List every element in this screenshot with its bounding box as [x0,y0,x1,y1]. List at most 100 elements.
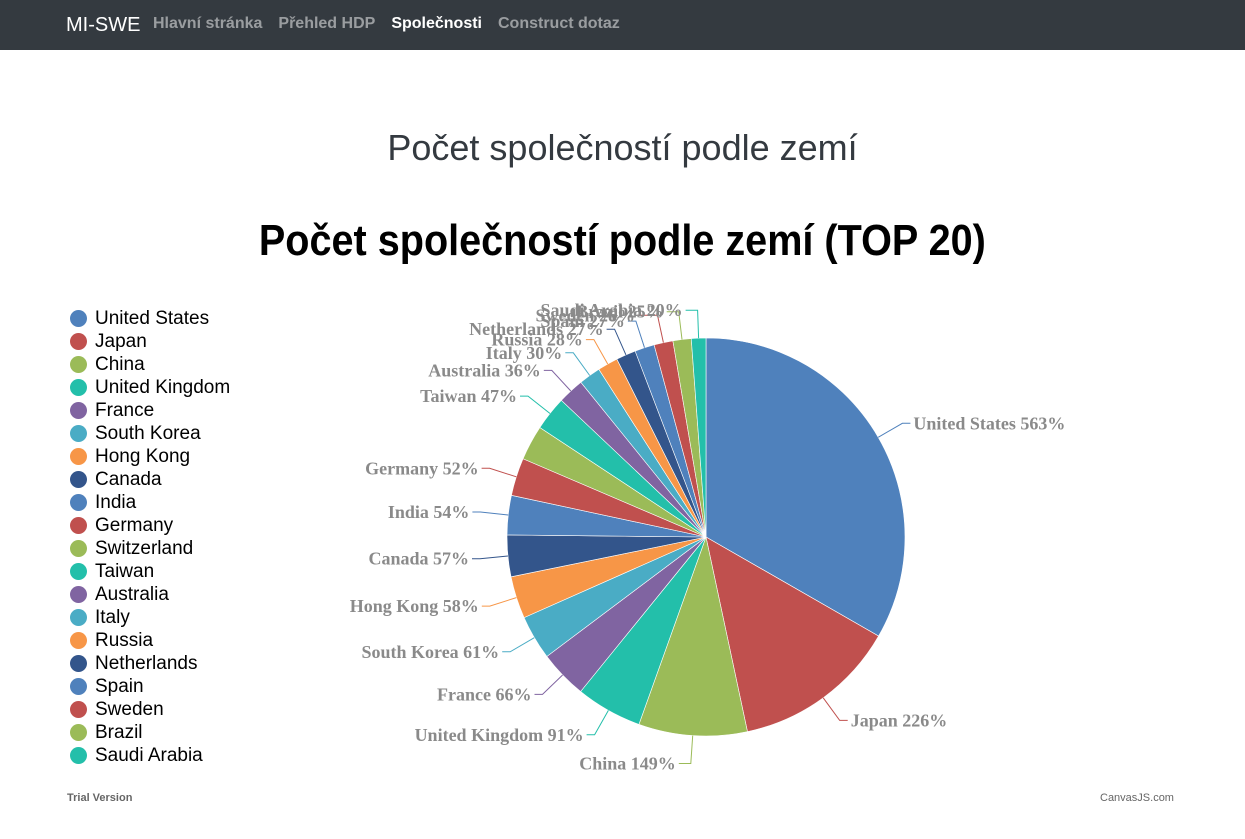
legend-marker [70,563,87,580]
legend-marker [70,494,87,511]
legend-label: Germany [95,515,174,536]
pie-label-connector [565,352,591,376]
pie-label-connector [822,697,848,721]
pie-label-connector [678,735,694,764]
pie-slice-label: Japan 226% [851,710,948,730]
pie-label-connector [543,369,572,392]
legend-label: Russia [95,630,154,651]
chart-title: Počet společností podle zemí (TOP 20) [258,216,986,265]
legend-marker [70,471,87,488]
pie-slice-label: Italy 30% [486,343,563,363]
pie-label-connector [481,467,517,478]
legend-item[interactable]: India [70,491,230,514]
legend-label: South Korea [95,423,201,444]
nav-link-home[interactable]: Hlavní stránka [153,15,263,32]
legend-marker [70,425,87,442]
pie-slice[interactable] [705,536,879,732]
legend-label: Switzerland [95,538,194,559]
pie-slice-label: South Korea 61% [362,642,500,662]
legend-marker [70,632,87,649]
trial-version-label: Trial Version [67,792,133,804]
legend-marker [70,402,87,419]
chart-legend: United States Japan China United Kingdom Fra… [70,307,230,767]
pie-slice-label: Russia 28% [491,330,583,350]
legend-label: Netherlands [95,653,198,674]
nav-link-construct-query[interactable]: Construct dotaz [498,15,620,32]
legend-label: United Kingdom [95,377,231,398]
pie-slice-label: United States 563% [913,413,1065,433]
pie-label-connector [627,320,645,348]
legend-label: Japan [95,331,147,352]
legend-item[interactable]: Switzerland [70,537,230,560]
canvasjs-credit[interactable]: CanvasJS.com [1100,792,1174,804]
pie-label-connector [638,314,664,343]
legend-label: France [95,400,155,421]
navbar: MI-SWE Hlavní stránka Přehled HDP Společ… [0,0,1245,50]
legend-item[interactable]: Canada [70,468,230,491]
legend-marker [70,586,87,603]
legend-label: China [95,354,145,375]
legend-item[interactable]: Netherlands [70,652,230,675]
pie-slice-label: United Kingdom 91% [415,725,584,745]
pie-slice-label: Sweden 26% [535,305,635,325]
legend-marker [70,333,87,350]
legend-marker [70,356,87,373]
legend-item[interactable]: Japan [70,330,230,353]
pie-slice-label: Brazil 25% [576,302,664,322]
pie-label-connector [520,395,551,414]
legend-marker [70,701,87,718]
pie-label-connector [481,597,517,607]
legend-item[interactable]: Taiwan [70,560,230,583]
legend-label: United States [95,308,210,329]
pie-slice-label: France 66% [437,684,531,704]
legend-label: Sweden [95,699,164,720]
legend-item[interactable]: Saudi Arabia [70,744,230,767]
pie-slice-label: China 149% [579,754,676,774]
pie-slice[interactable] [690,337,707,538]
pie-label-connector [606,328,627,356]
legend-marker [70,540,87,557]
pie-label-connector [472,555,508,560]
pie-slice-label: Canada 57% [368,549,469,569]
legend-label: Hong Kong [95,446,191,467]
legend-item[interactable]: France [70,399,230,422]
nav-link-gdp[interactable]: Přehled HDP [278,15,376,32]
pie-label-connector [534,674,563,695]
legend-item[interactable]: Italy [70,606,230,629]
legend-label: Saudi Arabia [95,745,203,766]
legend-label: India [95,492,137,513]
brand-link[interactable]: MI-SWE [66,14,141,36]
pie-slice-label: Netherlands 27% [469,319,604,339]
pie-slice-label: Germany 52% [365,458,478,478]
legend-item[interactable]: United Kingdom [70,376,230,399]
pie-label-connector [585,339,609,365]
legend-item[interactable]: China [70,353,230,376]
legend-label: Italy [95,607,130,628]
legend-marker [70,678,87,695]
legend-item[interactable]: Brazil [70,721,230,744]
nav-link-companies[interactable]: Společnosti [391,15,482,32]
pie-label-connector [586,710,609,736]
pie-slice-label: Saudi Arabia 20% [541,300,683,320]
pie-label-connector [666,311,683,340]
legend-label: Brazil [95,722,143,743]
legend-item[interactable]: Sweden [70,698,230,721]
pie-label-connector [685,309,700,339]
legend-label: Spain [95,676,144,697]
legend-item[interactable]: Germany [70,514,230,537]
legend-item[interactable]: South Korea [70,422,230,445]
legend-marker [70,747,87,764]
legend-item[interactable]: United States [70,307,230,330]
pie-label-connector [502,637,535,653]
legend-marker [70,517,87,534]
legend-item[interactable]: Spain [70,675,230,698]
pie-slice[interactable] [638,535,748,737]
pie-label-connector [877,422,911,438]
legend-marker [70,609,87,626]
legend-item[interactable]: Hong Kong [70,445,230,468]
legend-label: Taiwan [95,561,155,582]
legend-item[interactable]: Russia [70,629,230,652]
pie-slice-label: Australia 36% [428,360,541,380]
legend-item[interactable]: Australia [70,583,230,606]
